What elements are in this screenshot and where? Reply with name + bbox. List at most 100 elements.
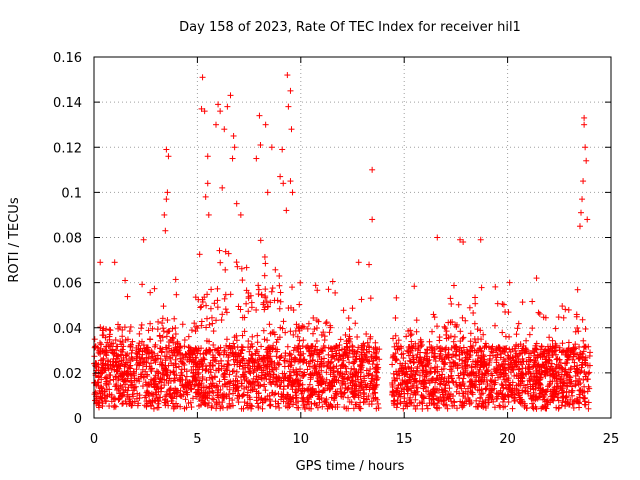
data-point-marker [261, 253, 268, 260]
data-point-marker [480, 362, 487, 369]
data-point-marker [328, 382, 335, 389]
data-point-marker [405, 328, 412, 335]
data-point-marker [313, 325, 320, 332]
data-point-marker [224, 361, 231, 368]
data-point-marker [527, 378, 534, 385]
data-point-marker [154, 352, 161, 359]
data-point-marker [478, 284, 485, 291]
data-point-marker [327, 324, 334, 331]
data-point-marker [225, 250, 232, 257]
data-point-marker [244, 392, 251, 399]
data-point-marker [223, 309, 230, 316]
data-point-marker [345, 374, 352, 381]
data-point-marker [278, 353, 285, 360]
data-point-marker [502, 403, 509, 410]
data-point-marker [480, 331, 487, 338]
data-point-marker [502, 357, 509, 364]
data-point-marker [310, 330, 317, 337]
data-point-marker [512, 359, 519, 366]
data-point-marker [392, 357, 399, 364]
data-point-marker [482, 399, 489, 406]
data-point-marker [415, 344, 422, 351]
data-point-marker [444, 352, 451, 359]
data-point-marker [488, 396, 495, 403]
data-point-marker [545, 357, 552, 364]
data-point-marker [346, 326, 353, 333]
data-point-marker [478, 355, 485, 362]
data-point-marker [455, 362, 462, 369]
data-point-marker [477, 327, 484, 334]
data-point-marker [111, 366, 118, 373]
data-point-marker [470, 358, 477, 365]
data-point-marker [323, 376, 330, 383]
data-point-marker [513, 331, 520, 338]
y-tick-label: 0.04 [53, 322, 82, 337]
data-point-marker [312, 282, 319, 289]
data-point-marker [297, 352, 304, 359]
data-point-marker [408, 385, 415, 392]
data-point-marker [91, 336, 98, 343]
data-point-marker [285, 363, 292, 370]
data-point-marker [422, 363, 429, 370]
data-point-marker [580, 337, 587, 344]
data-point-marker [198, 303, 205, 310]
data-point-marker [444, 405, 451, 412]
data-point-marker [159, 370, 166, 377]
data-point-marker [307, 376, 314, 383]
data-point-marker [231, 334, 238, 341]
data-point-marker [477, 236, 484, 243]
data-point-marker [400, 350, 407, 357]
data-point-marker [131, 384, 138, 391]
data-point-marker [273, 366, 280, 373]
data-point-marker [221, 363, 228, 370]
data-point-marker [498, 381, 505, 388]
data-point-marker [185, 344, 192, 351]
data-point-marker [221, 126, 228, 133]
data-point-marker [362, 353, 369, 360]
data-point-marker [493, 359, 500, 366]
data-point-marker [546, 347, 553, 354]
data-point-marker [218, 357, 225, 364]
data-point-marker [306, 405, 313, 412]
data-point-marker [300, 359, 307, 366]
data-point-marker [434, 323, 441, 330]
data-point-marker [180, 354, 187, 361]
data-point-marker [481, 344, 488, 351]
data-point-marker [332, 350, 339, 357]
data-point-marker [535, 309, 542, 316]
data-point-marker [261, 355, 268, 362]
data-point-marker [311, 362, 318, 369]
data-point-marker [126, 363, 133, 370]
data-point-marker [492, 283, 499, 290]
data-point-marker [368, 398, 375, 405]
data-point-marker [390, 352, 397, 359]
data-point-marker [544, 397, 551, 404]
data-point-marker [129, 347, 136, 354]
data-point-marker [402, 402, 409, 409]
data-point-marker [372, 365, 379, 372]
data-point-marker [211, 300, 218, 307]
data-point-marker [581, 114, 588, 121]
data-point-marker [467, 343, 474, 350]
data-point-marker [124, 293, 131, 300]
data-point-marker [351, 365, 358, 372]
data-point-marker [318, 380, 325, 387]
data-point-marker [217, 386, 224, 393]
data-point-marker [559, 340, 566, 347]
data-point-marker [282, 350, 289, 357]
data-point-marker [190, 363, 197, 370]
data-point-marker [447, 295, 454, 302]
data-point-marker [349, 388, 356, 395]
data-point-marker [415, 357, 422, 364]
data-point-marker [361, 391, 368, 398]
data-point-marker [522, 348, 529, 355]
data-point-marker [339, 373, 346, 380]
data-point-marker [441, 323, 448, 330]
data-point-marker [355, 259, 362, 266]
data-point-marker [583, 157, 590, 164]
data-point-marker [276, 361, 283, 368]
data-point-marker [299, 395, 306, 402]
data-point-marker [221, 295, 228, 302]
data-point-marker [489, 386, 496, 393]
data-point-marker [97, 339, 104, 346]
